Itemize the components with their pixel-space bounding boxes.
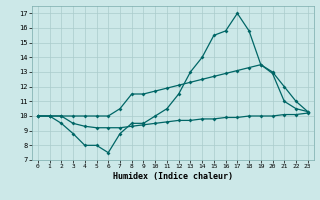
X-axis label: Humidex (Indice chaleur): Humidex (Indice chaleur)	[113, 172, 233, 181]
